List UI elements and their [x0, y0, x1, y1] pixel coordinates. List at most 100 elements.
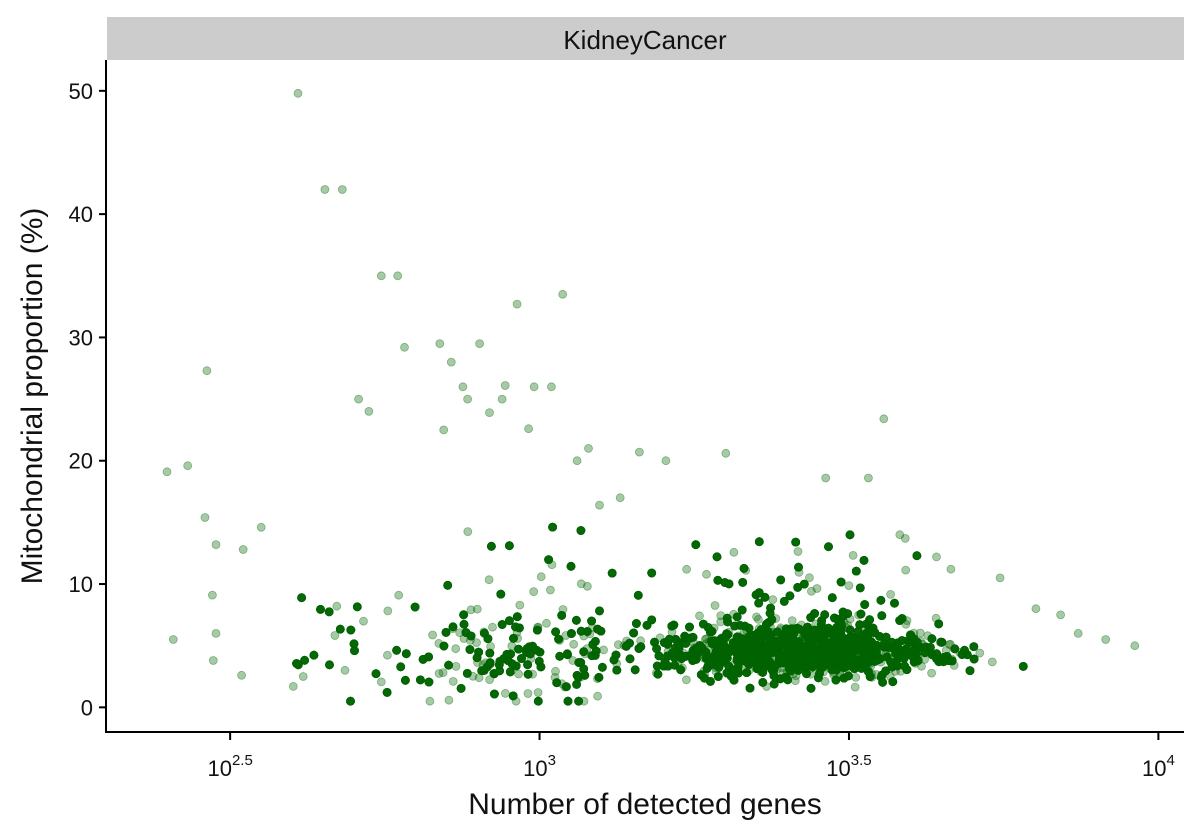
data-point — [579, 631, 589, 641]
data-point — [824, 643, 834, 653]
data-point — [844, 648, 854, 658]
data-point — [721, 648, 730, 657]
data-point — [812, 642, 822, 652]
data-point — [844, 639, 853, 649]
data-point — [845, 645, 854, 655]
data-point — [500, 689, 510, 698]
data-point — [833, 661, 843, 671]
data-point — [804, 655, 814, 665]
data-point — [786, 637, 796, 647]
data-point — [756, 667, 765, 676]
data-point — [848, 551, 858, 560]
data-point — [847, 627, 856, 637]
data-point — [917, 661, 926, 671]
data-point — [819, 628, 829, 637]
data-point — [863, 649, 873, 659]
data-point — [359, 616, 368, 626]
data-point — [741, 655, 751, 664]
data-point — [851, 654, 861, 664]
data-point — [551, 666, 560, 676]
data-point — [376, 677, 386, 687]
data-point — [488, 622, 497, 632]
data-point — [906, 640, 916, 650]
data-point — [913, 643, 923, 653]
data-point — [747, 633, 756, 642]
data-point — [858, 640, 868, 650]
data-point — [692, 654, 702, 663]
facet-label: KidneyCancer — [563, 25, 727, 55]
data-point — [771, 614, 781, 623]
data-point — [557, 679, 567, 689]
data-point — [839, 656, 849, 665]
data-point — [800, 627, 810, 637]
data-point — [622, 636, 631, 646]
data-point — [716, 655, 726, 665]
data-point — [718, 653, 727, 663]
data-point — [778, 663, 787, 673]
data-point — [796, 638, 806, 648]
data-point — [809, 648, 819, 657]
data-point — [701, 653, 710, 662]
data-point — [807, 637, 817, 647]
data-point — [579, 696, 589, 706]
data-point — [699, 653, 709, 663]
data-point — [975, 648, 985, 658]
data-point — [515, 600, 525, 610]
data-point — [767, 636, 777, 645]
data-point — [809, 646, 818, 656]
data-point — [859, 657, 868, 667]
data-point — [560, 682, 570, 692]
data-point — [682, 675, 691, 685]
data-point — [451, 662, 461, 671]
data-point — [719, 652, 729, 662]
data-point — [685, 651, 694, 661]
data-point — [767, 646, 777, 655]
data-point — [751, 641, 761, 651]
data-point — [754, 624, 764, 633]
data-point — [801, 643, 810, 653]
data-point — [955, 648, 965, 657]
data-point — [893, 640, 903, 649]
data-point — [850, 662, 859, 672]
data-point — [465, 636, 475, 645]
data-point — [881, 650, 891, 659]
data-point — [842, 649, 851, 659]
data-point — [843, 643, 853, 652]
data-point — [700, 669, 710, 679]
data-point — [847, 650, 856, 660]
data-point — [854, 659, 864, 669]
data-point — [810, 645, 820, 655]
data-point — [760, 644, 770, 654]
data-point — [459, 610, 469, 619]
data-point — [729, 609, 738, 619]
data-point — [511, 696, 521, 706]
data-point — [734, 659, 744, 669]
data-point — [753, 637, 762, 647]
data-point — [844, 646, 854, 656]
data-point — [382, 650, 392, 660]
data-point — [788, 669, 798, 679]
data-point — [546, 585, 555, 595]
data-point — [850, 633, 860, 643]
data-point — [789, 657, 798, 667]
data-point — [860, 650, 870, 660]
data-point — [826, 649, 835, 659]
data-point — [772, 646, 782, 656]
data-point — [829, 640, 838, 650]
data-point — [779, 634, 788, 644]
data-point — [741, 654, 751, 663]
data-point — [788, 646, 798, 656]
data-point — [901, 619, 911, 629]
data-point — [826, 646, 835, 656]
data-point — [594, 673, 604, 682]
data-point — [816, 648, 825, 658]
data-point — [758, 636, 768, 646]
data-point — [896, 666, 906, 676]
data-point — [569, 639, 579, 649]
data-point — [763, 649, 773, 658]
data-point — [670, 660, 680, 670]
data-point — [466, 605, 476, 615]
data-point — [872, 640, 882, 650]
data-point — [819, 662, 829, 672]
data-point — [920, 655, 929, 664]
